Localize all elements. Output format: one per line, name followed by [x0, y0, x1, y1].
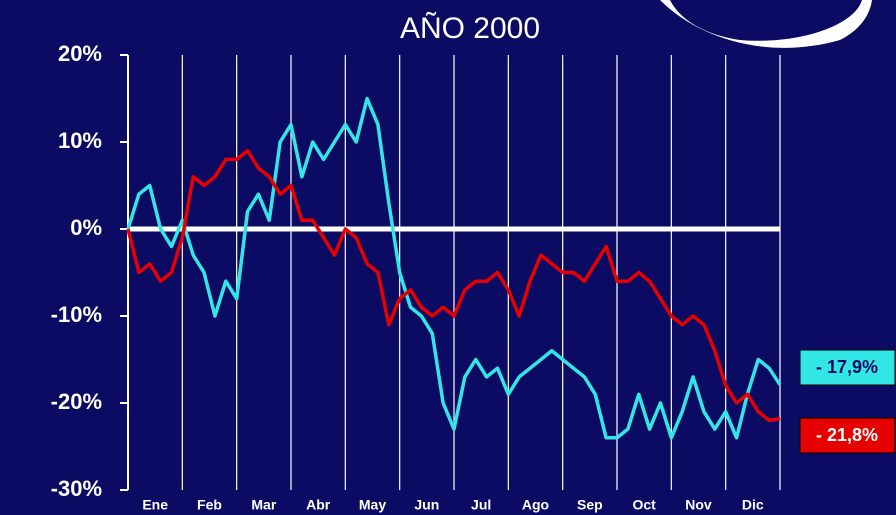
annotation: - 17,9% [816, 357, 878, 377]
x-tick-label: Mar [251, 497, 276, 513]
y-tick-label: 10% [58, 128, 102, 153]
x-tick-label: Oct [632, 497, 656, 513]
x-tick-label: Dic [742, 497, 764, 513]
x-tick-label: Sep [577, 497, 603, 513]
x-tick-label: Ago [522, 497, 549, 513]
y-tick-label: -10% [51, 302, 102, 327]
chart-title: AÑO 2000 [400, 11, 540, 45]
x-tick-label: Nov [685, 497, 712, 513]
x-tick-label: Jul [471, 497, 491, 513]
x-tick-label: Feb [197, 497, 222, 513]
data-line [126, 96, 782, 440]
y-tick-label: 20% [58, 41, 102, 66]
data-line [126, 148, 781, 423]
annotation: - 21,8% [816, 425, 878, 445]
y-tick-label: 0% [70, 215, 102, 240]
x-tick-label: Ene [142, 497, 168, 513]
x-tick-label: Abr [306, 497, 331, 513]
y-tick-label: -30% [51, 476, 102, 501]
annotation-box [799, 417, 896, 454]
crescent-decoration [660, 0, 872, 48]
x-tick-label: Jun [414, 497, 439, 513]
annotation-box [799, 349, 896, 386]
x-tick-label: May [359, 497, 386, 513]
y-tick-label: -20% [51, 389, 102, 414]
